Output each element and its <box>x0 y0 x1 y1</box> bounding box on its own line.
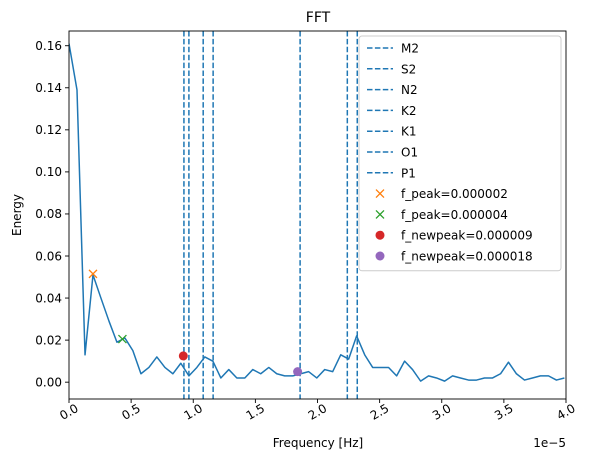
y-tick-label: 0.14 <box>35 81 62 95</box>
legend-x-stroke <box>375 189 385 199</box>
marker-dot-2 <box>178 351 188 361</box>
legend: M2 S2 N2 K2 K1 O1 P1 f_peak=0.000002 f_peak=0.00… <box>358 35 562 272</box>
y-tick-label: 0.04 <box>35 291 62 305</box>
legend-label-n2: N2 <box>401 83 418 97</box>
legend-label-k2: K2 <box>401 104 417 118</box>
plot-contents <box>69 31 565 399</box>
legend-label-k1: K1 <box>401 125 417 139</box>
legend-label-marker-1: f_peak=0.000004 <box>401 208 508 222</box>
y-tick-label: 0.02 <box>35 333 62 347</box>
y-tick-label: 0.10 <box>35 165 62 179</box>
legend-x-stroke <box>375 209 385 219</box>
y-tick-label: 0.16 <box>35 39 62 53</box>
legend-swatch-marker-3 <box>375 251 385 261</box>
y-tick-label: 0.12 <box>35 123 62 137</box>
x-axis-label: Frequency [Hz] <box>273 436 364 450</box>
y-tick-label: 0.06 <box>35 249 62 263</box>
legend-swatch-marker-1 <box>375 209 385 219</box>
y-axis-label: Energy <box>10 194 24 236</box>
legend-swatch-marker-2 <box>375 230 385 240</box>
legend-label-marker-3: f_newpeak=0.000018 <box>401 250 533 264</box>
plot-area <box>69 31 565 399</box>
legend-label-marker-0: f_peak=0.000002 <box>401 187 508 201</box>
chart-title: FFT <box>306 10 331 26</box>
legend-label-m2: M2 <box>401 42 419 56</box>
marker-x-stroke <box>88 269 98 279</box>
y-tick-label: 0.08 <box>35 207 62 221</box>
legend-label-s2: S2 <box>401 62 416 76</box>
y-tick-label: 0.00 <box>35 375 62 389</box>
series-line-0 <box>69 43 565 382</box>
marker-x-0 <box>88 269 98 279</box>
legend-label-o1: O1 <box>401 146 418 160</box>
marker-x-1 <box>117 334 127 344</box>
marker-dot-3 <box>293 367 303 377</box>
legend-label-marker-2: f_newpeak=0.000009 <box>401 229 533 243</box>
x-offset-label: 1e−5 <box>533 436 566 450</box>
legend-label-p1: P1 <box>401 166 416 180</box>
legend-swatch-marker-0 <box>375 189 385 199</box>
legend-box <box>358 35 562 272</box>
marker-x-stroke <box>117 334 127 344</box>
